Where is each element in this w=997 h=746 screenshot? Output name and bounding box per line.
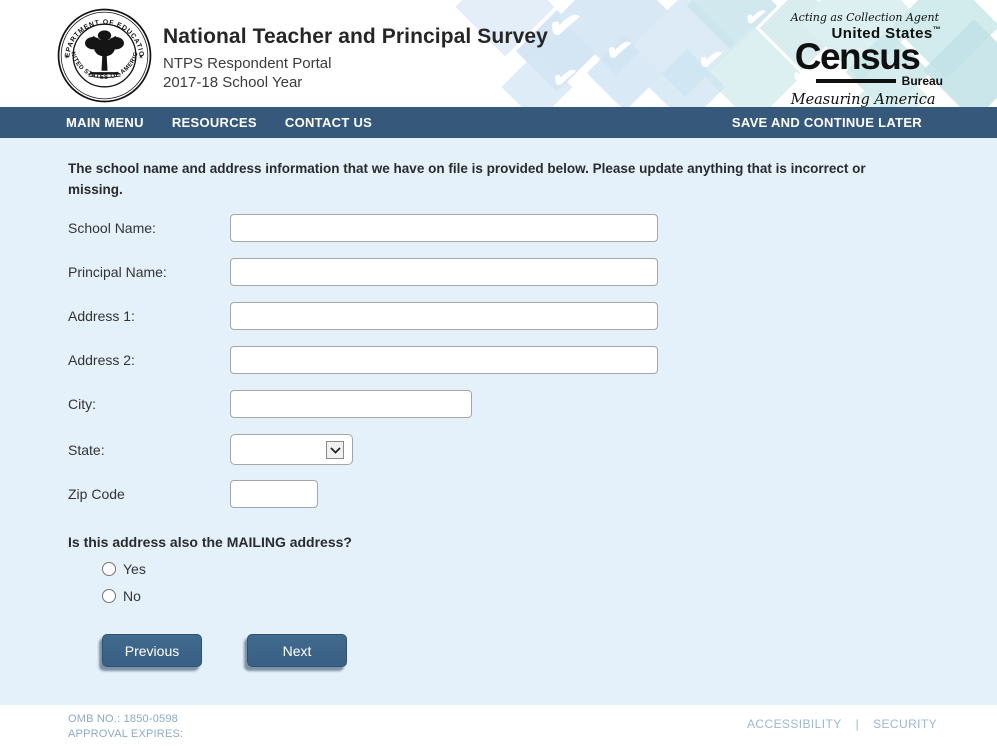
nav-contact-us[interactable]: CONTACT US [284,115,373,130]
field-row-school-name: School Name: [68,214,997,242]
census-bureau-label: Bureau [901,74,943,89]
approval-expires: APPROVAL EXPIRES: [68,728,184,740]
option-row-no: No [102,588,997,604]
accessibility-link[interactable]: ACCESSIBILITY [747,717,842,731]
title-block: National Teacher and Principal Survey NT… [163,25,548,92]
intro-text: The school name and address information … [68,161,866,197]
footer: OMB NO.: 1850-0598 APPROVAL EXPIRES: ACC… [0,705,997,746]
next-button[interactable]: Next [247,634,347,667]
mailing-address-question: Is this address also the MAILING address… [68,534,352,550]
footer-separator: | [855,717,860,731]
principal-name-input[interactable] [230,258,658,286]
field-row-state: State: [68,434,997,465]
census-bureau-logo: Acting as Collection Agent United States… [791,11,943,107]
checkmark-icon: ✔ [603,29,636,71]
state-label: State: [68,441,105,458]
school-year-subtitle: 2017-18 School Year [163,74,303,91]
checkmark-icon: ✔ [742,0,770,34]
census-bureau-row: Bureau [791,74,943,88]
nav-save-and-continue-later[interactable]: SAVE AND CONTINUE LATER [731,115,922,130]
school-name-input[interactable] [230,214,658,242]
field-row-principal-name: Principal Name: [68,258,997,286]
checkmark-icon: ✔ [549,60,580,97]
principal-name-label: Principal Name: [68,264,167,280]
button-row: Previous Next [102,634,997,667]
checkmark-icon: ✔ [695,42,726,79]
main-nav: MAIN MENU RESOURCES CONTACT US SAVE AND … [0,107,997,138]
nav-resources[interactable]: RESOURCES [171,115,257,130]
census-united-states: United States™ [831,25,941,42]
address-1-input[interactable] [230,302,658,330]
address-2-input[interactable] [230,346,658,374]
city-label: City: [68,396,96,412]
security-link[interactable]: SECURITY [873,717,937,731]
state-select[interactable] [230,434,353,465]
field-row-zip-code: Zip Code [68,480,997,508]
no-radio[interactable] [102,589,116,603]
previous-button[interactable]: Previous [102,634,202,667]
svg-text:✶: ✶ [64,53,70,61]
census-bar [815,79,896,84]
zip-code-input[interactable] [230,480,318,508]
omb-number: OMB NO.: 1850-0598 [68,713,178,725]
field-row-city: City: [68,390,997,418]
chevron-down-icon[interactable] [326,441,344,459]
footer-left: OMB NO.: 1850-0598 APPROVAL EXPIRES: [68,712,183,746]
form-area: The school name and address information … [0,138,997,705]
no-label: No [123,588,141,604]
census-wordmark: Census [794,36,921,77]
yes-radio[interactable] [102,562,116,576]
address-2-label: Address 2: [68,352,135,368]
svg-text:✶: ✶ [138,53,144,61]
census-motto: Measuring America [790,92,936,107]
checkmark-icon: ✔ [544,1,586,51]
census-tagline: Acting as Collection Agent [790,11,939,24]
field-row-address-1: Address 1: [68,302,997,330]
page-title: National Teacher and Principal Survey [163,25,548,48]
nav-main-menu[interactable]: MAIN MENU [66,115,144,130]
school-name-label: School Name: [68,220,156,236]
footer-links: ACCESSIBILITY | SECURITY [747,712,937,746]
city-input[interactable] [230,390,472,418]
yes-label: Yes [123,561,146,577]
field-row-address-2: Address 2: [68,346,997,374]
zip-code-label: Zip Code [68,486,125,502]
address-1-label: Address 1: [68,308,135,324]
option-row-yes: Yes [102,561,997,577]
portal-subtitle: NTPS Respondent Portal [163,55,332,72]
